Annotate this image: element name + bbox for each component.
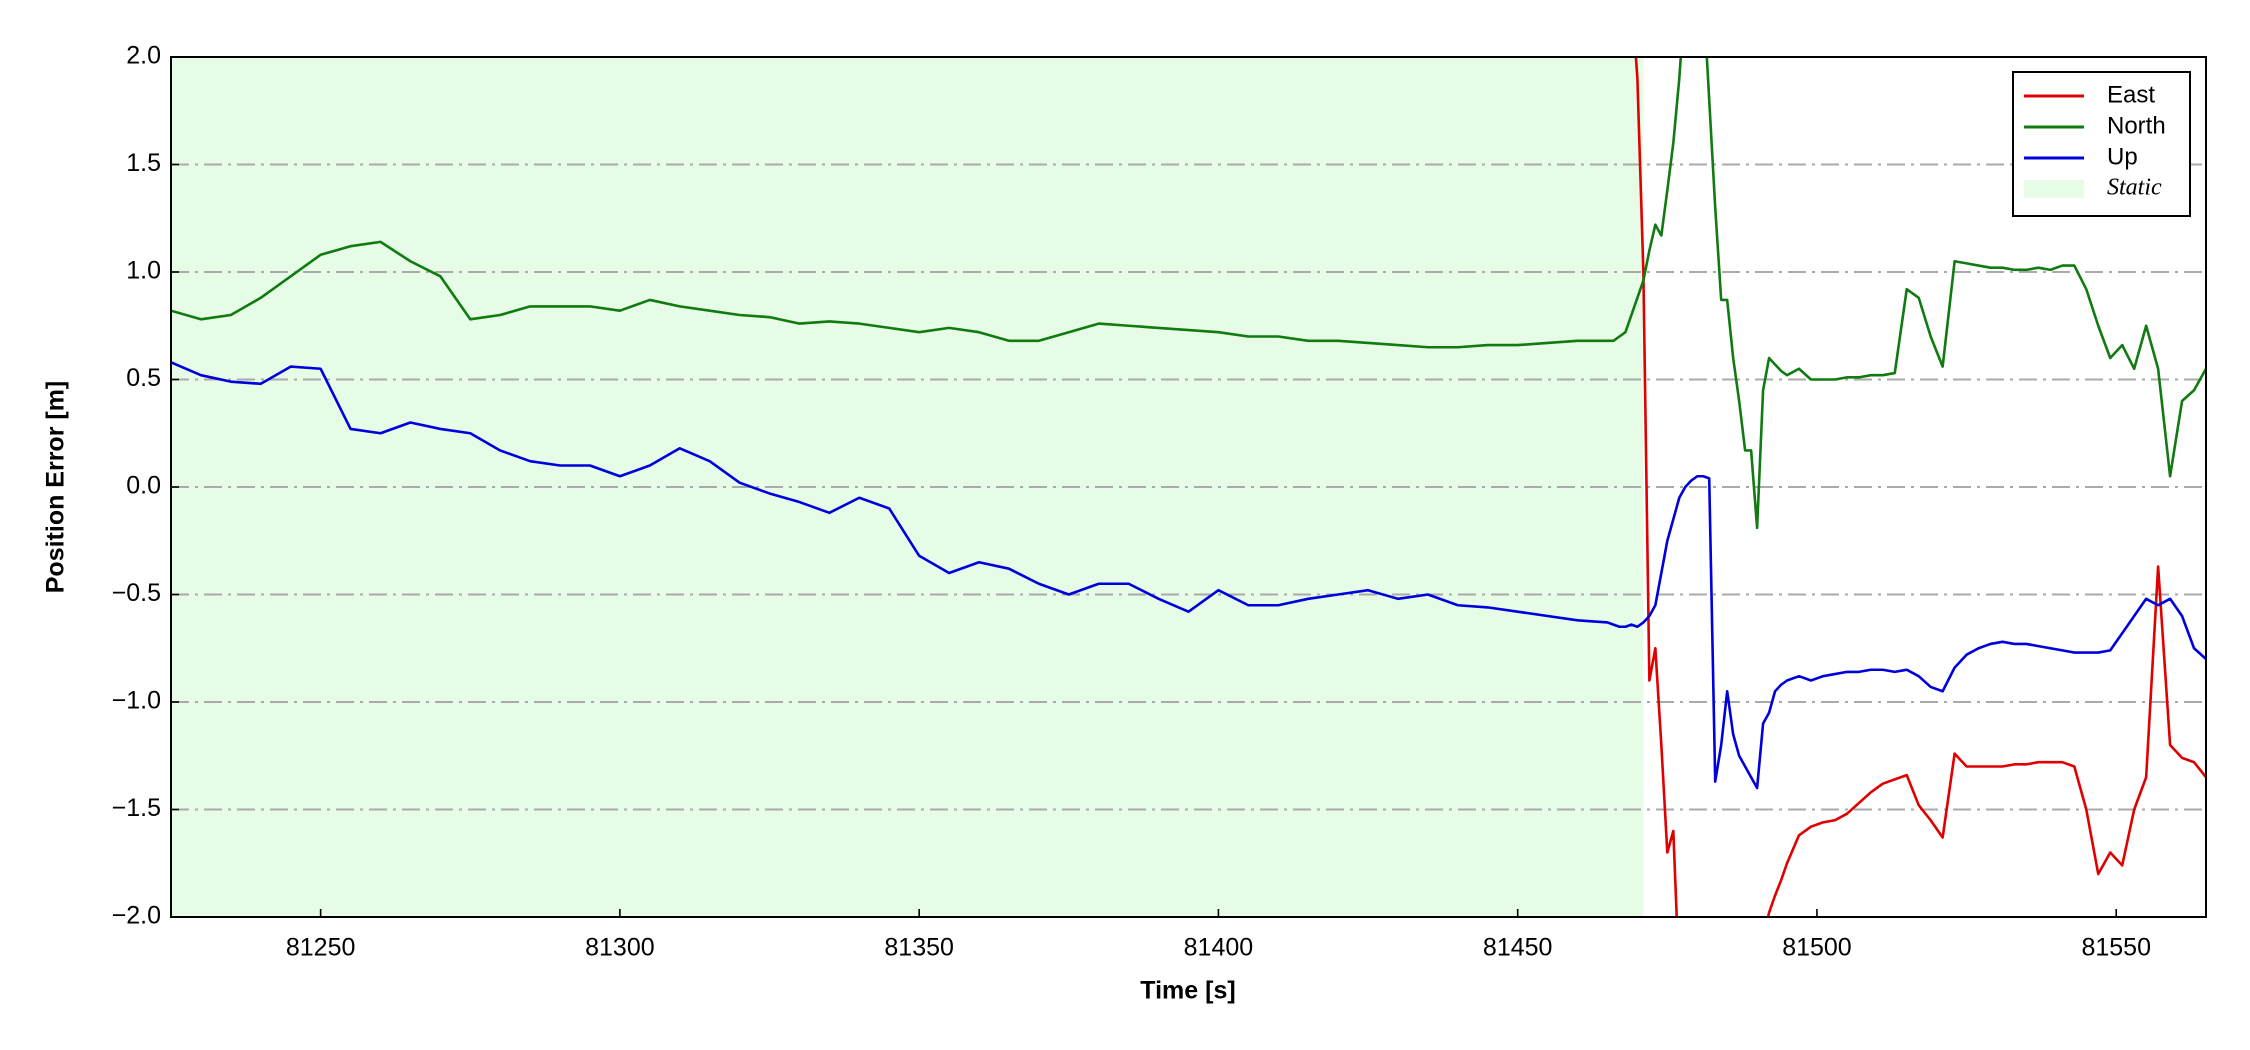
legend-label: North <box>2107 112 2166 139</box>
plot-area <box>171 57 2206 917</box>
y-axis-label: Position Error [m] <box>42 381 70 594</box>
x-tick-label: 81450 <box>1483 934 1553 962</box>
series-line <box>171 361 2206 790</box>
plot-frame <box>170 56 2207 918</box>
x-axis-label: Time [s] <box>1140 977 1235 1005</box>
y-tick-label: 0.5 <box>126 364 161 392</box>
series-line <box>1634 57 2206 917</box>
legend-label: Static <box>2107 175 2162 201</box>
x-tick-label: 81300 <box>585 934 655 962</box>
y-tick-label: −2.0 <box>112 902 161 930</box>
y-tick-label: 1.0 <box>126 257 161 285</box>
legend-label: Up <box>2107 143 2138 170</box>
y-tick-label: 2.0 <box>126 42 161 70</box>
y-tick-label: 0.0 <box>126 472 161 500</box>
legend-swatch <box>2024 180 2084 198</box>
x-tick-label: 81250 <box>286 934 356 962</box>
x-tick-label: 81400 <box>1184 934 1254 962</box>
series-line <box>171 57 2206 530</box>
x-tick-label: 81550 <box>2081 934 2151 962</box>
y-tick-label: −1.5 <box>112 794 161 822</box>
x-tick-label: 81500 <box>1782 934 1852 962</box>
y-tick-label: −1.0 <box>112 687 161 715</box>
legend-label: East <box>2107 81 2155 108</box>
y-tick-label: 1.5 <box>126 149 161 177</box>
x-tick-label: 81350 <box>884 934 954 962</box>
y-tick-label: −0.5 <box>112 579 161 607</box>
